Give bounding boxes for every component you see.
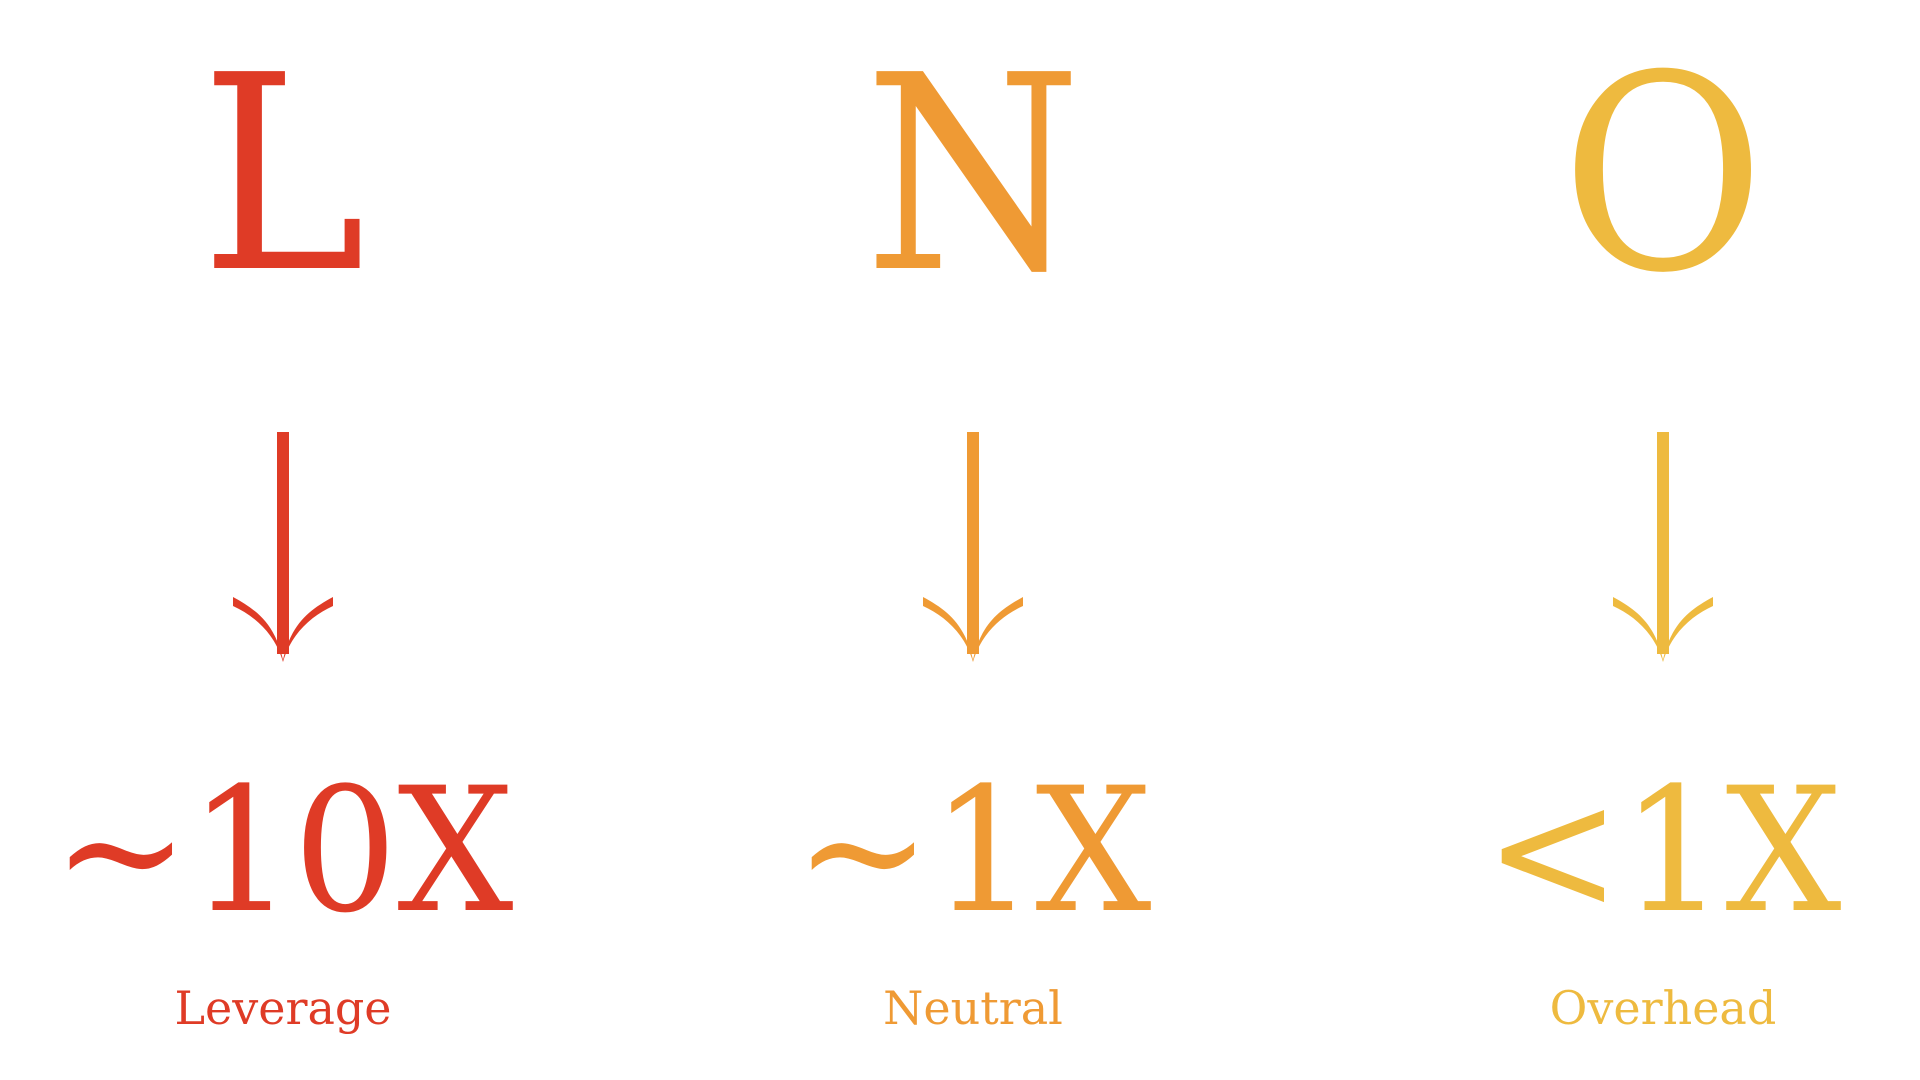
arrow-down-icon [923,432,1023,662]
multiplier-value: <1X [1484,750,1842,951]
column-overhead: O <1X Overhead [1403,0,1920,1080]
column-neutral: N ~1X Neutral [713,0,1233,1080]
letter-n: N [864,17,1082,332]
letter-l: L [200,17,366,332]
category-label: Overhead [1549,981,1777,1035]
category-label: Leverage [174,981,392,1035]
letter-o: O [1561,17,1765,332]
multiplier-value: ~10X [52,750,514,951]
category-label: Neutral [883,981,1063,1035]
arrow-down-icon [1613,432,1713,662]
column-leverage: L ~10X Leverage [23,0,543,1080]
arrow-down-icon [233,432,333,662]
multiplier-value: ~1X [794,750,1152,951]
